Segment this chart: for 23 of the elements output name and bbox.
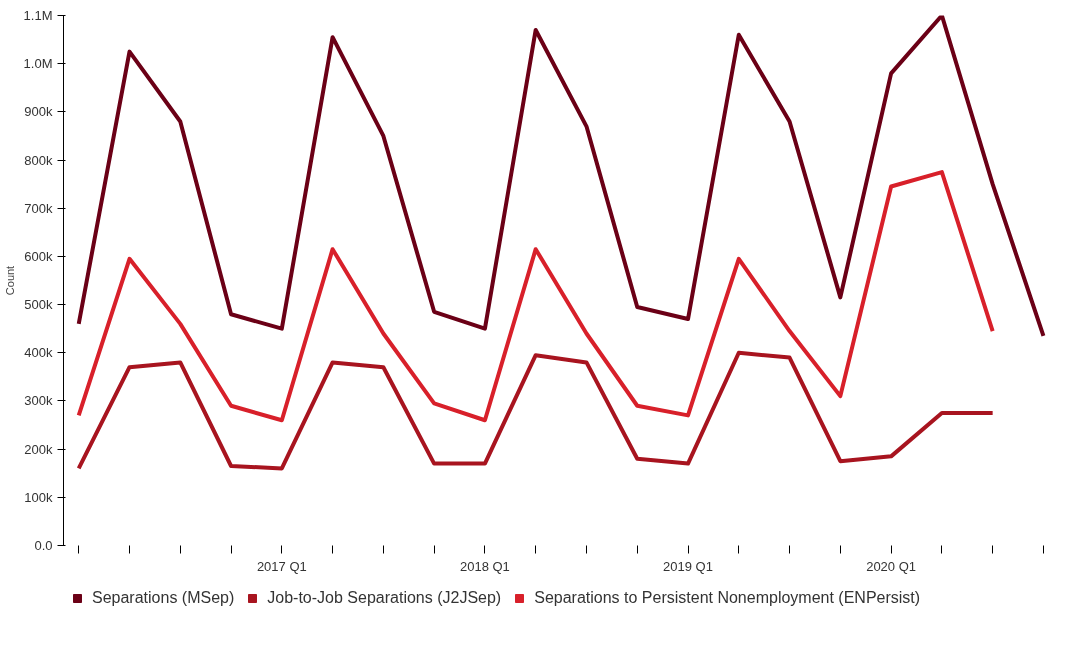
y-tick-label: 600k [24, 248, 53, 264]
y-tick-label: 1.0M [23, 56, 53, 72]
x-tick-label: 2018 Q1 [459, 558, 510, 574]
x-tick-label: 2020 Q1 [866, 558, 917, 574]
legend-label: Job-to-Job Separations (J2JSep) [267, 589, 502, 607]
line-series [76, 15, 1046, 338]
y-tick-label: 700k [24, 200, 53, 216]
y-tick-label: 400k [24, 345, 53, 361]
y-tick-label: 900k [24, 104, 53, 120]
legend-label: Separations (MSep) [92, 589, 235, 607]
line-series [76, 170, 995, 423]
y-tick-label: 200k [24, 441, 53, 457]
x-tick-label: 2019 Q1 [663, 558, 713, 574]
y-tick-label: 300k [24, 393, 53, 409]
y-tick-label: 100k [24, 489, 53, 505]
line-series [76, 350, 995, 471]
x-tick-label: 2017 Q1 [256, 558, 307, 574]
y-tick-label: 0.0 [34, 538, 53, 553]
y-tick-label: 500k [24, 297, 53, 313]
y-axis-title: Count [3, 265, 16, 296]
y-tick-label: 800k [24, 152, 53, 168]
y-tick-label: 1.1M [23, 8, 53, 23]
legend-label: Separations to Persistent Nonemployment (ENPersist) [534, 589, 921, 607]
